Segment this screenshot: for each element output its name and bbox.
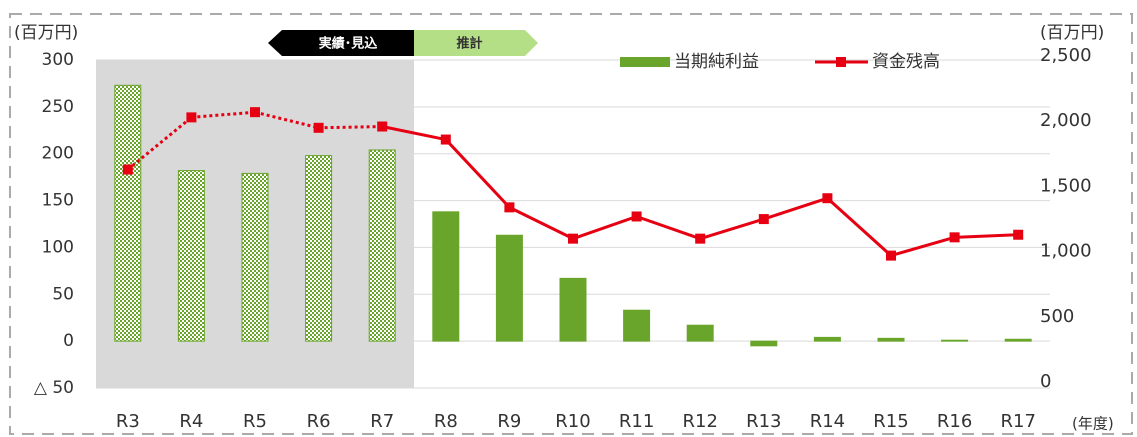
line-segment bbox=[254, 110, 319, 130]
line-segment bbox=[381, 125, 447, 142]
x-tick-label: R11 bbox=[619, 411, 654, 432]
line-marker bbox=[504, 202, 515, 213]
x-tick-label: R12 bbox=[682, 411, 717, 432]
y-tick-label: 100 bbox=[42, 237, 74, 257]
line-segment bbox=[890, 235, 956, 258]
bar bbox=[1004, 338, 1032, 342]
bar bbox=[623, 309, 651, 342]
line-segment bbox=[444, 138, 511, 209]
line-segment bbox=[763, 196, 828, 221]
bar bbox=[941, 339, 969, 342]
x-tick-label: R14 bbox=[810, 411, 845, 432]
bar bbox=[813, 336, 841, 342]
y-tick-label: 150 bbox=[42, 191, 74, 211]
y2-tick-label: 1,000 bbox=[1040, 241, 1092, 262]
x-tick-label: R17 bbox=[1000, 411, 1035, 432]
y-tick-label: 250 bbox=[42, 97, 74, 117]
x-tick-label: R10 bbox=[555, 411, 590, 432]
period-arrow bbox=[414, 30, 538, 56]
bar bbox=[432, 211, 460, 342]
bar bbox=[750, 340, 778, 347]
x-tick-label: R3 bbox=[116, 411, 140, 432]
frame bbox=[9, 13, 1133, 435]
line-segment bbox=[126, 116, 193, 171]
bar bbox=[686, 324, 714, 342]
line-marker bbox=[313, 122, 324, 133]
bar bbox=[559, 277, 587, 342]
line-marker bbox=[1013, 229, 1024, 240]
bar bbox=[877, 337, 905, 342]
line-segment bbox=[318, 125, 383, 130]
line-segment bbox=[508, 206, 574, 240]
period-label: 実績･見込 bbox=[319, 36, 379, 52]
bar bbox=[368, 149, 396, 342]
bar bbox=[495, 234, 523, 342]
legend-label: 当期純利益 bbox=[674, 52, 759, 72]
y-tick-label: 50 bbox=[52, 284, 74, 304]
line-segment bbox=[699, 217, 765, 241]
line-marker bbox=[949, 232, 960, 243]
line-segment bbox=[636, 215, 701, 241]
line-marker bbox=[568, 233, 578, 244]
line-marker bbox=[631, 211, 642, 222]
line-marker bbox=[377, 121, 388, 132]
x-tick-label: R16 bbox=[937, 411, 972, 432]
line-segment bbox=[826, 197, 893, 257]
legend-swatch bbox=[836, 57, 846, 67]
y2-tick-label: 2,500 bbox=[1040, 45, 1092, 66]
y2-tick-label: 500 bbox=[1040, 306, 1074, 327]
y2-tick-label: 0 bbox=[1040, 371, 1051, 392]
x-tick-label: R8 bbox=[434, 411, 458, 432]
legend-swatch bbox=[620, 57, 670, 67]
y-tick-label: △ 50 bbox=[34, 378, 74, 398]
line-marker bbox=[695, 233, 706, 244]
y2-tick-label: 2,000 bbox=[1040, 110, 1092, 131]
x-tick-label: R9 bbox=[497, 411, 521, 432]
legend-label: 資金残高 bbox=[872, 52, 940, 72]
line-marker bbox=[440, 134, 451, 145]
line-segment bbox=[191, 110, 256, 119]
bar bbox=[241, 172, 269, 342]
x-tick-label: R6 bbox=[307, 411, 331, 432]
y-tick-label: 300 bbox=[42, 50, 74, 70]
x-tick-label: R13 bbox=[746, 411, 781, 432]
y-tick-label: 0 bbox=[63, 331, 74, 351]
y2-tick-label: 1,500 bbox=[1040, 175, 1092, 196]
line-segment bbox=[572, 215, 638, 241]
line-marker bbox=[822, 193, 833, 204]
x-tick-label: R4 bbox=[179, 411, 203, 432]
period-label: 推計 bbox=[456, 36, 482, 52]
x-tick-label: R5 bbox=[243, 411, 267, 432]
bar bbox=[177, 170, 205, 342]
bar bbox=[305, 155, 333, 342]
line-segment bbox=[954, 233, 1019, 239]
bar bbox=[114, 84, 142, 342]
y2-unit: (百万円) bbox=[1040, 23, 1104, 43]
x-tick-label: R7 bbox=[370, 411, 394, 432]
line-marker bbox=[186, 112, 197, 123]
period-arrow bbox=[268, 30, 414, 56]
line-marker bbox=[886, 250, 896, 261]
line-marker bbox=[758, 214, 769, 225]
y-unit: (百万円) bbox=[14, 23, 78, 43]
y-tick-label: 200 bbox=[42, 144, 74, 164]
line-marker bbox=[122, 164, 133, 175]
x-unit: (年度) bbox=[1072, 415, 1114, 433]
x-tick-label: R15 bbox=[873, 411, 908, 432]
line-marker bbox=[250, 107, 260, 118]
